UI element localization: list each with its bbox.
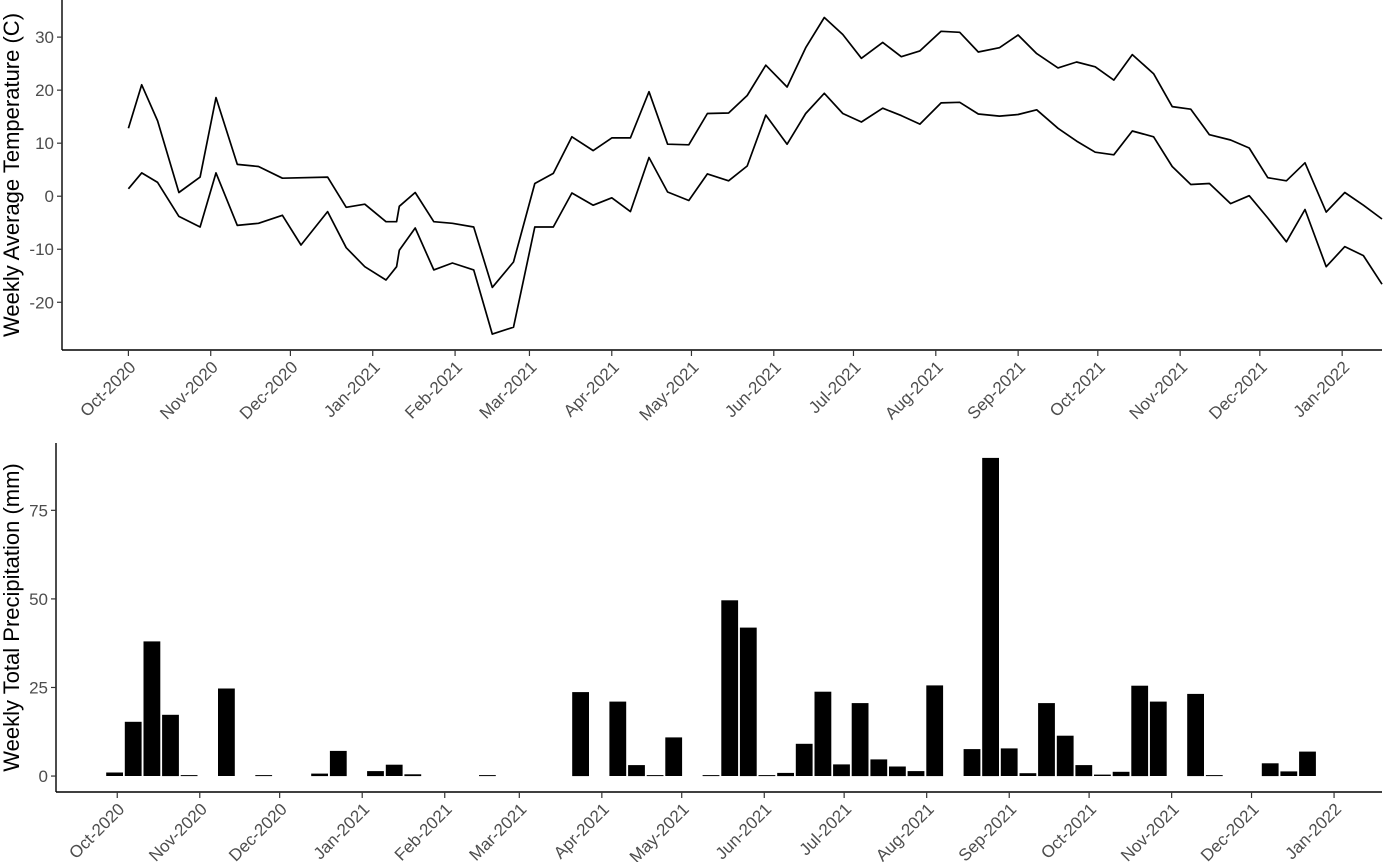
precipitation-bar — [628, 765, 645, 777]
precipitation-bar — [479, 775, 496, 777]
precipitation-bar — [609, 701, 627, 776]
precipitation-bar — [180, 775, 198, 777]
precipitation-chart-panel: 0 25 50 75 Oct-2020 Nov-2020 Dec-2020 Jan-2021 F… — [0, 443, 1382, 862]
x-tick-label: Dec-2020 — [225, 800, 291, 862]
x-tick-label: Nov-2020 — [156, 358, 222, 424]
x-tick-label: Jan-2021 — [310, 800, 374, 862]
x-tick-label: Dec-2020 — [236, 358, 302, 424]
x-tick-label: Feb-2021 — [401, 358, 466, 423]
x-tick-label: Feb-2021 — [391, 800, 456, 862]
temperature-chart-panel: -20 -10 0 10 20 30 Oct-2020 Nov-2020 Dec-2020 Jan… — [0, 0, 1383, 425]
x-tick-label: Jan-2021 — [320, 358, 384, 422]
x-tick-label: Oct-2020 — [77, 358, 140, 421]
precipitation-bar — [311, 773, 328, 777]
precipitation-bar — [982, 457, 999, 777]
precipitation-bar — [889, 766, 906, 777]
precipitation-bar — [106, 772, 123, 776]
x-tick-label: Sep-2021 — [955, 800, 1021, 862]
precipitation-bar — [702, 775, 720, 777]
precipitation-bar — [814, 691, 832, 776]
precipitation-bar — [851, 703, 869, 777]
y-tick-label: -10 — [29, 240, 54, 259]
precipitation-bar — [218, 688, 235, 776]
y-axis-title: Weekly Total Precipitation (mm) — [0, 463, 24, 772]
precipitation-bar — [1075, 765, 1093, 777]
precipitation-bar — [1094, 774, 1111, 776]
precipitation-bar — [739, 627, 757, 777]
x-tick-label: Nov-2021 — [1126, 358, 1192, 424]
precipitation-bar — [385, 764, 403, 776]
precipitation-bar — [255, 775, 273, 777]
temperature-series-line-2 — [127, 92, 1383, 335]
precipitation-bar — [404, 774, 422, 777]
x-tick-label: Aug-2021 — [881, 358, 947, 424]
precipitation-bar — [833, 764, 850, 777]
x-tick-label: Aug-2021 — [872, 800, 938, 862]
x-tick-label: Jul-2021 — [805, 358, 865, 418]
y-tick-label: 0 — [39, 767, 48, 786]
precipitation-bar — [963, 749, 981, 776]
precipitation-bar — [795, 743, 813, 776]
precipitation-bar — [1261, 763, 1279, 777]
x-tick-label: May-2021 — [626, 800, 693, 862]
x-tick-label: Nov-2021 — [1117, 800, 1183, 862]
precipitation-bar — [1038, 703, 1055, 777]
precipitation-bar — [646, 775, 664, 777]
y-tick-label: -20 — [29, 293, 54, 312]
precipitation-bar — [1280, 771, 1298, 776]
x-tick-label: Apr-2021 — [560, 358, 623, 421]
precipitation-bar — [1131, 685, 1149, 777]
x-tick-label: Apr-2021 — [550, 800, 613, 862]
precipitation-bar — [777, 772, 794, 777]
x-tick-label: Mar-2021 — [476, 358, 541, 423]
precipitation-bar — [162, 714, 179, 777]
y-tick-label: 75 — [29, 501, 48, 520]
precipitation-bar — [367, 771, 384, 777]
x-tick-label: May-2021 — [636, 358, 703, 425]
precipitation-bar — [1112, 771, 1130, 777]
precipitation-bar — [1149, 701, 1167, 776]
y-axis-title: Weekly Average Temperature (C) — [0, 13, 24, 337]
x-tick-label: Jun-2021 — [721, 358, 785, 422]
precipitation-bar — [870, 759, 888, 777]
precipitation-bar — [329, 750, 347, 777]
x-tick-label: Oct-2020 — [65, 800, 128, 862]
x-tick-label: Dec-2021 — [1197, 800, 1263, 862]
precipitation-bar — [665, 737, 683, 776]
precipitation-bar — [143, 641, 161, 776]
x-tick-label: Sep-2021 — [964, 358, 1030, 424]
y-tick-label: 50 — [29, 590, 48, 609]
x-tick-label: Nov-2020 — [145, 800, 211, 862]
precipitation-bar — [926, 685, 944, 777]
x-tick-label: Jan-2022 — [1282, 800, 1346, 862]
x-tick-label: Jul-2021 — [796, 800, 856, 860]
precipitation-bar — [758, 775, 776, 777]
precipitation-bar — [1299, 751, 1316, 776]
x-tick-label: Jun-2021 — [712, 800, 776, 862]
x-tick-label: Oct-2021 — [1037, 800, 1100, 862]
precipitation-bar — [1056, 735, 1074, 777]
precipitation-bar — [124, 721, 142, 776]
x-tick-label: Dec-2021 — [1205, 358, 1271, 424]
y-tick-label: 20 — [35, 81, 54, 100]
precipitation-bar — [907, 771, 925, 777]
y-tick-label: 0 — [45, 187, 54, 206]
y-tick-label: 30 — [35, 28, 54, 47]
y-tick-label: 25 — [29, 678, 48, 697]
x-tick-label: Mar-2021 — [465, 800, 530, 862]
x-tick-label: Jan-2022 — [1290, 358, 1354, 422]
precipitation-bar — [721, 600, 739, 776]
temperature-series-line-1 — [127, 16, 1383, 289]
precipitation-bar — [572, 692, 589, 777]
precipitation-bar — [1019, 773, 1037, 776]
precipitation-bar — [1000, 748, 1018, 776]
y-tick-label: 10 — [35, 134, 54, 153]
x-tick-label: Oct-2021 — [1046, 358, 1109, 421]
precipitation-bar — [1187, 693, 1204, 777]
precipitation-bar — [1205, 775, 1223, 777]
